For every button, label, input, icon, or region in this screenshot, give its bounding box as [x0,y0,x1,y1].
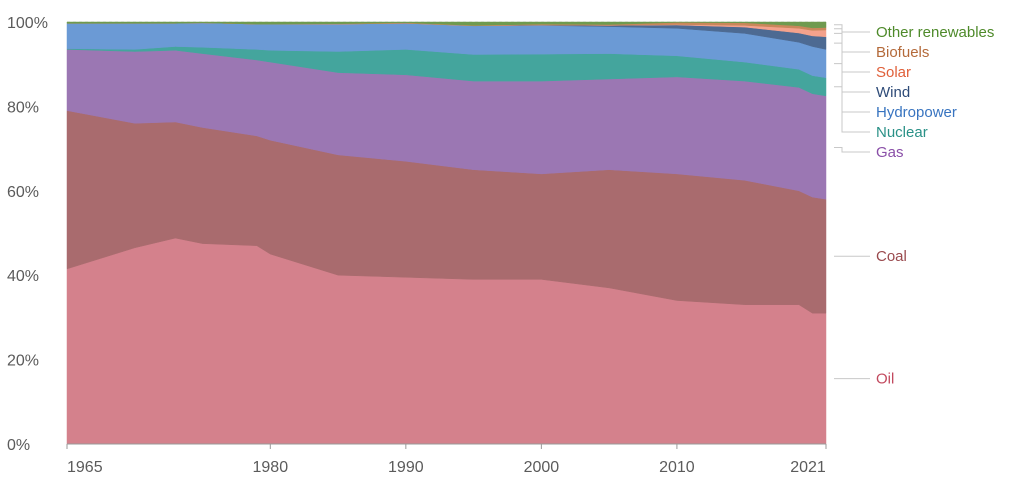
legend-label-solar: Solar [876,64,911,81]
y-tick-label: 80% [7,99,39,116]
legend-connector-solar [834,32,870,73]
y-tick-label: 60% [7,184,39,201]
legend-label-biofuels: Biofuels [876,44,929,61]
axes: 0% 20% 40% 60% 80% 100% 1965 1980 1990 2000 2010 20… [7,15,827,476]
legend-connector-nuclear [834,86,870,133]
x-tick-label: 2010 [659,459,695,476]
legend-label-gas: Gas [876,144,904,161]
legend-connector-biofuels [834,28,870,53]
legend: Oil Coal Gas Nuclear Hydropower Wind Solar Biof… [834,24,994,388]
x-tick-label: 2021 [790,459,826,476]
y-tick-label: 20% [7,353,39,370]
x-tick-label: 1965 [67,459,103,476]
legend-label-hydropower: Hydropower [876,104,957,121]
y-tick-label: 40% [7,268,39,285]
legend-connector-gas [834,147,870,153]
legend-label-coal: Coal [876,248,907,265]
legend-connector-wind [834,42,870,93]
legend-label-oil: Oil [876,371,894,388]
legend-connector-hydropower [834,63,870,113]
x-tick-label: 1980 [253,459,289,476]
y-tick-label: 100% [7,15,48,32]
area-other-renewables [66,21,827,29]
x-tick-label: 1990 [388,459,424,476]
x-tick-label: 2000 [524,459,560,476]
y-tick-label: 0% [7,437,30,454]
legend-label-other-renewables: Other renewables [876,24,994,41]
legend-label-nuclear: Nuclear [876,124,928,141]
legend-connector-other-renewables [834,24,870,33]
area-series [66,21,827,445]
legend-label-wind: Wind [876,84,910,101]
